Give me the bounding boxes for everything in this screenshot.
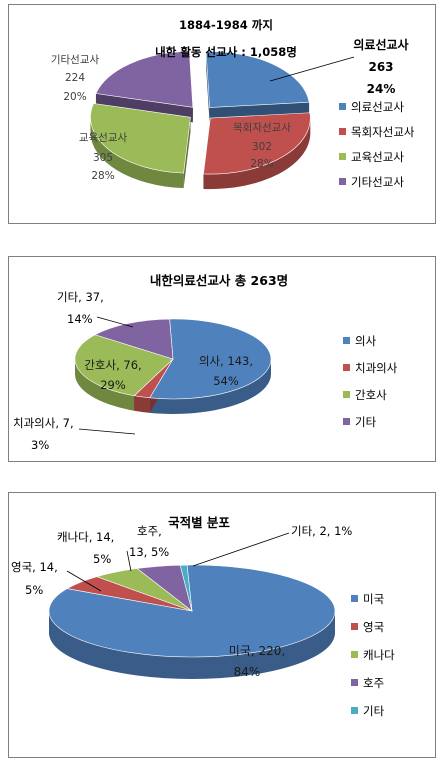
c2-label-percent-0: 54% <box>213 374 239 388</box>
c3-label-percent-2: 5% <box>93 552 111 566</box>
c1-title: 1884-1984 까지 <box>179 18 273 32</box>
c1-subtitle: 내한 활동 선교사 : 1,058명 <box>155 45 297 59</box>
c3-label-name-0: 미국, 220, <box>229 644 285 658</box>
c3-legend-label-2: 캐나다 <box>363 648 395 662</box>
c2-legend-label-3: 기타 <box>355 415 377 429</box>
c2-legend-swatch-3 <box>343 418 350 425</box>
c3-label-name-4: 기타, 2, 1% <box>291 524 352 538</box>
c3-slice-4 <box>179 564 193 612</box>
c1-label-name-2: 교육선교사 <box>79 132 128 144</box>
c2-legend-swatch-2 <box>343 391 350 398</box>
c1-slice-2 <box>90 103 191 174</box>
c2-legend-label-1: 치과의사 <box>355 361 398 375</box>
c3-label-percent-3: 13, 5% <box>129 545 169 559</box>
c1-label-name-3: 기타선교사 <box>51 54 100 66</box>
c1-label-value-1: 302 <box>252 141 272 153</box>
c1-label-value-0: 263 <box>368 60 393 74</box>
c2-label-name-0: 의사, 143, <box>199 354 253 368</box>
c1-slice-side-2-0 <box>90 117 184 189</box>
c1-label-name-1: 목회자선교사 <box>233 122 291 134</box>
c1-slice-3 <box>95 51 194 108</box>
c2-slice-side-0-0 <box>149 359 271 414</box>
c3-legend-label-1: 영국 <box>363 620 384 634</box>
c3-legend-label-3: 호주 <box>363 676 384 690</box>
c1-label-percent-3: 20% <box>63 91 86 103</box>
c3-legend-swatch-1 <box>351 623 358 630</box>
c3-legend-swatch-3 <box>351 679 358 686</box>
c3-legend-label-0: 미국 <box>363 592 384 606</box>
c3-leader-line-2 <box>126 550 132 572</box>
c1-label-percent-0: 24% <box>367 82 396 96</box>
c2-slice-side-1-0 <box>134 395 150 413</box>
c2-slice-side-2-0 <box>74 359 135 411</box>
c3-legend-label-4: 기타 <box>363 704 385 718</box>
chart-panel-missionaries: 1884-1984 까지 내한 활동 선교사 : 1,058명 의료선교사 263 24… <box>8 4 436 224</box>
c1-legend-label-2: 교육선교사 <box>351 150 404 164</box>
c1-label-value-2: 305 <box>93 152 113 164</box>
c1-label-value-3: 224 <box>65 72 85 84</box>
c2-legend-swatch-1 <box>343 364 350 371</box>
c3-leader-line-4 <box>192 532 290 567</box>
c3-label-name-1: 영국, 14, <box>11 560 58 574</box>
c2-slice-0 <box>149 318 272 400</box>
c3-label-name-2: 캐나다, 14, <box>57 530 114 544</box>
c1-legend-swatch-2 <box>339 153 346 160</box>
c2-label-percent-1: 3% <box>31 438 49 452</box>
c2-slice-2 <box>74 334 174 397</box>
c1-label-percent-1: 28% <box>250 158 273 170</box>
c1-slice-0 <box>205 51 310 108</box>
c1-legend-swatch-0 <box>339 103 346 110</box>
c1-legend-label-1: 목회자선교사 <box>351 125 415 139</box>
c1-slice-1 <box>203 112 311 175</box>
c1-legend-label-3: 기타선교사 <box>351 175 404 189</box>
c1-legend-swatch-1 <box>339 128 346 135</box>
c3-title: 국적별 분포 <box>168 515 230 530</box>
c1-leader-line-0 <box>269 56 355 82</box>
c1-label-name-0: 의료선교사 <box>353 37 408 52</box>
c3-legend-swatch-2 <box>351 651 358 658</box>
c3-label-percent-0: 84% <box>234 665 261 679</box>
c3-label-name-3: 호주, <box>137 524 162 538</box>
c2-label-name-3: 기타, 37, <box>57 290 104 304</box>
c2-leader-line-3 <box>96 316 134 328</box>
c2-slice-3 <box>94 318 174 360</box>
c2-label-name-2: 간호사, 76, <box>84 358 141 372</box>
c2-legend-swatch-0 <box>343 337 350 344</box>
c1-legend-swatch-3 <box>339 178 346 185</box>
c1-label-percent-2: 28% <box>91 170 114 182</box>
c2-title: 내한의료선교사 총 263명 <box>150 273 288 288</box>
c2-label-name-1: 치과의사, 7, <box>13 416 74 430</box>
c3-slice-side-0-0 <box>49 611 335 679</box>
c1-legend-label-0: 의료선교사 <box>351 100 404 114</box>
c2-label-percent-3: 14% <box>67 312 93 326</box>
c2-legend-label-0: 의사 <box>355 334 377 348</box>
c2-leader-line-1 <box>78 428 136 435</box>
c2-label-percent-2: 29% <box>100 378 126 392</box>
c3-label-percent-1: 5% <box>25 583 43 597</box>
c2-legend-label-2: 간호사 <box>355 388 387 402</box>
c1-slice-side-1-0 <box>203 118 311 190</box>
c3-leader-line-1 <box>66 570 102 592</box>
c3-legend-swatch-4 <box>351 707 358 714</box>
c1-slice-wall-2-0 <box>183 117 191 189</box>
c3-legend-swatch-0 <box>351 595 358 602</box>
